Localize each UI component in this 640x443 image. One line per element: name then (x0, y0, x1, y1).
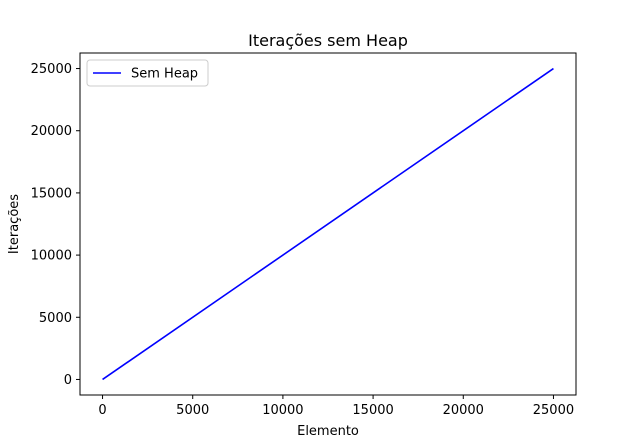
plot-area (79, 52, 577, 396)
y-axis-ticks: 0 5000 10000 15000 20000 25000 (31, 62, 80, 388)
series-line-0 (102, 67, 554, 381)
series-layer (102, 67, 554, 381)
legend-box (86, 59, 209, 87)
x-axis-ticks: 0 5000 10000 15000 20000 25000 (98, 395, 574, 418)
x-tick-label: 25000 (533, 403, 574, 418)
x-tick-label: 15000 (352, 403, 393, 418)
x-tick-label: 5000 (176, 403, 209, 418)
y-tick-label: 20000 (31, 124, 72, 139)
x-axis-label: Elemento (297, 424, 359, 439)
x-tick-label: 0 (98, 403, 106, 418)
x-tick-label: 20000 (443, 403, 484, 418)
y-tick-label: 10000 (31, 249, 72, 264)
legend: Sem Heap (86, 59, 209, 87)
y-tick-label: 15000 (31, 186, 72, 201)
y-axis-label: Iterações (7, 194, 22, 254)
y-tick-label: 0 (64, 373, 72, 388)
y-tick-label: 5000 (39, 311, 72, 326)
legend-label-sem-heap: Sem Heap (131, 67, 198, 82)
x-tick-label: 10000 (262, 403, 303, 418)
chart-title: Iterações sem Heap (248, 31, 408, 50)
y-tick-label: 25000 (31, 62, 72, 77)
